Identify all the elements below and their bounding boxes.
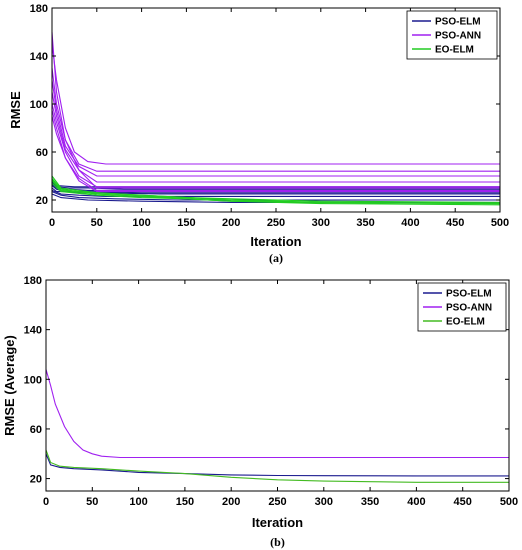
series-line-pso-ann-7 (51, 115, 500, 193)
series-line-eo-elm-1 (51, 178, 501, 206)
series-lines (51, 31, 501, 206)
x-tick-label: 150 (177, 217, 195, 229)
series-line-pso-ann-3 (51, 91, 500, 183)
x-tick-label: 250 (267, 217, 285, 229)
x-tick-label: 400 (401, 217, 419, 229)
x-tick-label: 50 (91, 217, 103, 229)
series-line-pso-elm-0 (45, 453, 509, 477)
series-line-pso-ann-0 (45, 369, 509, 459)
x-tick-label: 200 (222, 496, 240, 508)
x-tick-label: 150 (176, 496, 194, 508)
series-line-pso-elm-0 (51, 187, 500, 195)
x-tick-label: 50 (86, 496, 98, 508)
y-tick-label: 20 (30, 474, 42, 486)
x-tick-label: 0 (43, 496, 49, 508)
y-tick-label: 60 (30, 424, 42, 436)
x-tick-label: 200 (222, 217, 240, 229)
series-line-pso-ann-1 (51, 31, 500, 172)
legend: PSO-ELM PSO-ANN EO-ELM (406, 10, 498, 60)
x-tick-label: 100 (132, 217, 150, 229)
y-tick-label: 180 (30, 3, 48, 15)
x-tick-label: 250 (268, 496, 286, 508)
x-tick-label: 350 (361, 496, 379, 508)
x-tick-label: 350 (356, 217, 374, 229)
x-tick-label: 300 (312, 217, 330, 229)
x-tick-label: 450 (454, 496, 472, 508)
y-tick-label: 180 (24, 275, 42, 287)
x-axis-label: Iteration (250, 234, 301, 249)
chart-panel-a: 0 50 100 150 200 250 300 350 400 450 500 20 60 100 140… (8, 3, 509, 265)
x-tick-label: 450 (446, 217, 464, 229)
series-line-eo-elm-4 (51, 179, 501, 205)
x-axis-label: Iteration (252, 515, 303, 530)
figure-caption: (b) (270, 535, 285, 549)
x-tick-label: 100 (129, 496, 147, 508)
y-axis-label: RMSE (Average) (2, 335, 17, 436)
y-tick-label: 100 (24, 374, 42, 386)
y-axis-label: RMSE (8, 91, 23, 129)
legend-label-pso-elm: PSO-ELM (435, 17, 481, 28)
chart-panel-b: 0 50 100 150 200 250 300 350 400 450 500 20 60 100 140… (2, 275, 518, 549)
x-tick-label: 500 (500, 496, 518, 508)
series-line-pso-ann-6 (51, 109, 500, 191)
y-tick-label: 100 (30, 99, 48, 111)
legend-label-pso-ann: PSO-ANN (435, 31, 481, 42)
legend-label-eo-elm: EO-ELM (435, 45, 474, 56)
series-line-eo-elm-0 (45, 449, 509, 483)
x-tick-label: 400 (407, 496, 425, 508)
y-tick-label: 140 (30, 51, 48, 63)
series-line-pso-ann-5 (51, 67, 500, 189)
series-lines (45, 369, 509, 483)
legend-label-pso-elm: PSO-ELM (446, 289, 492, 300)
series-line-pso-elm-3 (51, 189, 500, 197)
legend: PSO-ELM PSO-ANN EO-ELM (417, 282, 507, 332)
y-tick-label: 20 (36, 195, 48, 207)
y-tick-label: 60 (36, 147, 48, 159)
x-tick-label: 500 (491, 217, 509, 229)
x-tick-label: 0 (49, 217, 55, 229)
x-tick-label: 300 (315, 496, 333, 508)
y-tick-label: 140 (24, 325, 42, 337)
legend-label-eo-elm: EO-ELM (446, 317, 485, 328)
figure-caption: (a) (269, 251, 283, 265)
legend-label-pso-ann: PSO-ANN (446, 303, 492, 314)
series-line-pso-ann-0 (51, 43, 500, 165)
series-line-pso-ann-4 (51, 103, 500, 188)
